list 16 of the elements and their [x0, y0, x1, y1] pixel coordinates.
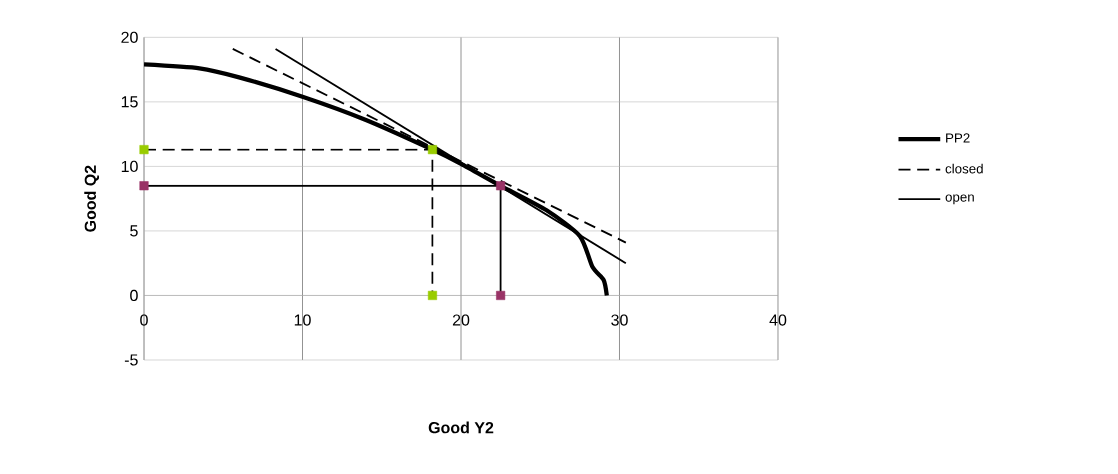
y-tick-label: 0 [130, 289, 138, 302]
x-tick-label: 20 [452, 314, 470, 326]
y-tick-label: 20 [121, 31, 138, 43]
y-tick-label: 15 [121, 96, 138, 108]
legend-label: PP2 [946, 133, 970, 143]
y-tick-label: 10 [121, 160, 138, 173]
y-tick-label: -5 [124, 354, 138, 366]
y-axis-title: Good Q2 [84, 165, 100, 232]
legend-label: closed [945, 163, 983, 174]
x-tick-label: 0 [140, 314, 148, 326]
x-tick-label: 30 [611, 314, 628, 326]
x-tick-label: 40 [769, 314, 787, 326]
legend-label: open [945, 194, 974, 205]
y-tick-label: 5 [130, 225, 138, 237]
x-axis-title: Good Y2 [428, 421, 494, 434]
x-tick-label: 10 [294, 314, 311, 326]
